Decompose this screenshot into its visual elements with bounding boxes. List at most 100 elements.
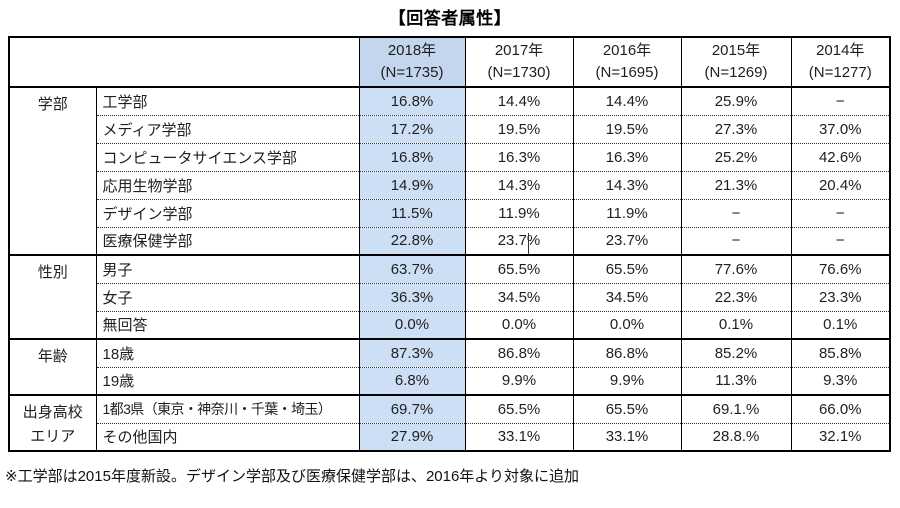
year-label: 2017年 [494,42,544,59]
cell-2014: 76.6% [790,254,890,283]
cell-2016: 11.9% [572,198,681,227]
cell-2016: 33.1% [572,422,681,451]
cell-2015: 69.1.% [680,394,791,423]
cell-2016: 19.5% [572,114,681,143]
cell-2017: 14.3% [464,170,573,199]
year-label: 2015年 [711,42,761,59]
row-label: 医療保健学部 [95,226,359,255]
cell-2014: − [790,226,890,255]
group-label-highschool-area: 出身高校エリア [8,394,96,451]
cell-2018: 69.7% [358,394,465,423]
cell-2016: 23.7% [572,226,681,255]
row-label: メディア学部 [95,114,359,143]
cell-2017: 86.8% [464,338,573,367]
cell-2015: 28.8.% [680,422,791,451]
cell-2018: 22.8% [358,226,465,255]
row-label: コンピュータサイエンス学部 [95,142,359,171]
table-row: デザイン学部 11.5% 11.9% 11.9% − − [9,198,890,227]
cell-2014: − [790,198,890,227]
table-row: 19歳 6.8% 9.9% 9.9% 11.3% 9.3% [9,366,890,395]
row-label: 19歳 [95,366,359,395]
page-title: 【回答者属性】 [388,9,512,28]
cell-2014: 37.0% [790,114,890,143]
cell-2018: 16.8% [358,86,465,115]
cell-2018: 11.5% [358,198,465,227]
footnote: ※工学部は2015年度新設。デザイン学部及び医療保健学部は、2016年より対象に… [5,468,580,485]
table-row: 性別 男子 63.7% 65.5% 65.5% 77.6% 76.6% [8,254,890,339]
cell-2018: 87.3% [358,338,465,367]
cell-2015: 0.1% [680,310,791,339]
cell-2017: 11.9% [464,198,573,227]
cell-2017: 23.7% [464,226,573,255]
sample-size: (N=1730) [487,64,551,81]
cell-2018: 0.0% [358,310,465,339]
table-row: コンピュータサイエンス学部 16.8% 16.3% 16.3% 25.2% 42… [9,142,890,171]
cell-2014: 85.8% [790,338,890,367]
cell-value: 23.7% [497,232,541,250]
row-label: 男子 [95,254,359,283]
year-label: 2018年 [387,42,437,59]
cell-2015: − [680,198,791,227]
cell-2015: 77.6% [680,254,791,283]
cell-2018: 14.9% [358,170,465,199]
table-row: 医療保健学部 22.8% 23.7% 23.7% − − [9,226,890,255]
sample-size: (N=1735) [380,64,444,81]
cell-2016: 65.5% [572,254,681,283]
cell-2014: 9.3% [790,366,890,395]
cell-2018: 6.8% [358,366,465,395]
cell-2017: 14.4% [464,86,573,115]
col-header-2018: 2018年 (N=1735) [358,37,465,88]
cell-2014: 0.1% [790,310,890,339]
cell-2014: 42.6% [790,142,890,171]
cell-2018: 17.2% [358,114,465,143]
respondent-attributes-table: 2018年 (N=1735) 2017年 (N=1730) 2016年 (N=1… [8,36,891,452]
cell-2017: 0.0% [464,310,573,339]
table-row: 学部 工学部 16.8% 14.4% 14.4% 25.9% − [8,86,890,255]
cell-2017: 16.3% [464,142,573,171]
table-row: 無回答 0.0% 0.0% 0.0% 0.1% 0.1% [9,310,890,339]
sample-size: (N=1695) [595,64,659,81]
row-label: 無回答 [95,310,359,339]
cell-2016: 14.4% [572,86,681,115]
col-header-2017: 2017年 (N=1730) [464,37,573,88]
sample-size: (N=1277) [808,64,872,81]
cell-2014: − [790,86,890,115]
cell-2014: 20.4% [790,170,890,199]
row-label: 18歳 [95,338,359,367]
row-label: デザイン学部 [95,198,359,227]
cell-2014: 32.1% [790,422,890,451]
cell-2016: 9.9% [572,366,681,395]
row-label: 応用生物学部 [95,170,359,199]
table-row: メディア学部 17.2% 19.5% 19.5% 27.3% 37.0% [9,114,890,143]
year-label: 2016年 [602,42,652,59]
table-row: 年齢 18歳 87.3% 86.8% 86.8% 85.2% 85.8% [8,338,890,395]
col-header-2014: 2014年 (N=1277) [790,37,890,88]
cell-2017: 65.5% [464,254,573,283]
cell-2018: 27.9% [358,422,465,451]
row-label: 1都3県（東京・神奈川・千葉・埼玉） [95,394,359,423]
cell-2016: 14.3% [572,170,681,199]
cell-2015: 85.2% [680,338,791,367]
cell-2015: 27.3% [680,114,791,143]
row-label: 工学部 [95,86,359,115]
row-label: 女子 [95,282,359,311]
corner-cell [8,37,359,88]
header-row: 2018年 (N=1735) 2017年 (N=1730) 2016年 (N=1… [8,37,890,88]
cell-2017: 65.5% [464,394,573,423]
cell-2015: 25.9% [680,86,791,115]
cell-2015: − [680,226,791,255]
cell-2015: 21.3% [680,170,791,199]
cell-2016: 65.5% [572,394,681,423]
cell-2014: 66.0% [790,394,890,423]
col-header-2016: 2016年 (N=1695) [572,37,681,88]
cell-2016: 34.5% [572,282,681,311]
cell-2016: 16.3% [572,142,681,171]
table-row: 女子 36.3% 34.5% 34.5% 22.3% 23.3% [9,282,890,311]
cell-2015: 22.3% [680,282,791,311]
cell-2018: 16.8% [358,142,465,171]
sample-size: (N=1269) [704,64,768,81]
cell-2017: 33.1% [464,422,573,451]
cell-2015: 11.3% [680,366,791,395]
col-header-2015: 2015年 (N=1269) [680,37,791,88]
table-row: 出身高校エリア 1都3県（東京・神奈川・千葉・埼玉） 69.7% 65.5% 6… [8,394,890,451]
